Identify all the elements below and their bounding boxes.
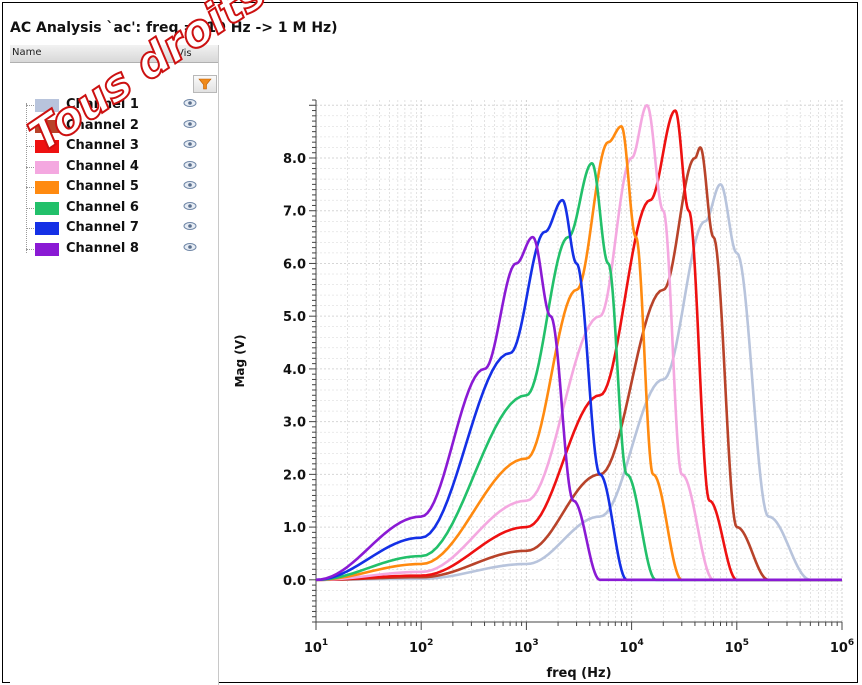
tree-branch xyxy=(26,125,34,127)
filter-button[interactable] xyxy=(193,75,217,93)
column-header-name[interactable]: Name xyxy=(12,47,42,58)
eye-icon[interactable] xyxy=(183,180,197,193)
eye-icon[interactable] xyxy=(183,221,197,234)
x-tick-label: 105 xyxy=(725,638,749,656)
y-tick-label: 8.0 xyxy=(283,152,306,167)
column-header-row: Name Vis xyxy=(10,45,218,63)
tree-branch xyxy=(26,105,34,106)
y-axis-label: Mag (V) xyxy=(233,334,247,387)
eye-icon[interactable] xyxy=(183,98,197,111)
tree-connector xyxy=(26,103,27,253)
x-tick-label: 102 xyxy=(409,638,433,656)
channel-row[interactable]: Channel 7 xyxy=(26,218,216,238)
series-line xyxy=(315,161,842,582)
tree-branch xyxy=(26,146,34,147)
y-tick-label: 5.0 xyxy=(283,310,306,325)
channel-color-swatch xyxy=(35,160,59,174)
axis-ticks: 0.0 1.0 2.0 3.0 4.0 5.0 6.0 7.0 8.0 101 102 103 104 1… xyxy=(283,99,854,656)
tree-branch xyxy=(26,166,34,168)
channel-color-swatch xyxy=(35,181,59,194)
channel-row[interactable]: Channel 8 xyxy=(26,239,216,259)
channel-color-swatch xyxy=(35,140,59,153)
x-tick-label: 106 xyxy=(830,638,854,656)
eye-icon[interactable] xyxy=(183,119,197,132)
channel-label: Channel 8 xyxy=(66,240,139,256)
signal-list-panel: Name Vis Channel 1 Channel 2 Channel 3 Chan… xyxy=(10,45,219,685)
analysis-title: AC Analysis `ac': freq = (10 Hz -> 1 M H… xyxy=(10,20,338,36)
eye-icon[interactable] xyxy=(183,139,197,152)
series-line xyxy=(315,198,842,582)
x-tick-label: 101 xyxy=(304,638,328,656)
x-axis-label: freq (Hz) xyxy=(546,666,611,681)
tree-branch xyxy=(26,228,34,229)
channel-row[interactable]: Channel 5 xyxy=(26,177,216,197)
column-header-vis[interactable]: Vis xyxy=(173,45,192,62)
y-tick-label: 4.0 xyxy=(283,363,306,378)
channel-row[interactable]: Channel 1 xyxy=(26,95,216,115)
channel-label: Channel 5 xyxy=(66,179,139,194)
y-tick-label: 3.0 xyxy=(283,416,306,431)
channel-label: Channel 4 xyxy=(66,158,139,174)
channel-row[interactable]: Channel 6 xyxy=(26,198,216,218)
eye-icon[interactable] xyxy=(183,160,197,173)
channel-color-swatch xyxy=(35,99,59,112)
eye-icon[interactable] xyxy=(183,201,197,214)
series-line xyxy=(315,146,842,582)
channel-color-swatch xyxy=(35,222,59,235)
channel-row[interactable]: Channel 2 xyxy=(26,116,216,136)
channel-label: Channel 6 xyxy=(66,199,139,215)
channel-row[interactable]: Channel 3 xyxy=(26,136,216,156)
channel-label: Channel 1 xyxy=(66,97,139,112)
x-tick-label: 103 xyxy=(514,638,538,656)
y-tick-label: 1.0 xyxy=(283,521,306,536)
funnel-icon xyxy=(198,78,212,90)
channel-color-swatch xyxy=(35,119,59,133)
tree-branch xyxy=(26,187,34,188)
channel-label: Channel 3 xyxy=(66,138,139,153)
plot-grid xyxy=(315,100,843,623)
y-tick-label: 2.0 xyxy=(283,468,306,483)
x-tick-label: 104 xyxy=(619,638,643,656)
series-line xyxy=(315,183,842,582)
series-line xyxy=(315,103,842,582)
series-layer xyxy=(315,103,842,582)
series-line xyxy=(315,235,842,582)
channel-color-swatch xyxy=(35,242,59,256)
series-line xyxy=(315,125,842,582)
channel-color-swatch xyxy=(35,201,59,215)
tree-branch xyxy=(26,248,34,250)
channel-label: Channel 7 xyxy=(66,220,139,235)
channel-row[interactable]: Channel 4 xyxy=(26,157,216,177)
eye-icon[interactable] xyxy=(183,242,197,255)
y-tick-label: 6.0 xyxy=(283,257,306,272)
y-tick-label: 0.0 xyxy=(283,574,306,589)
channel-label: Channel 2 xyxy=(66,117,139,133)
y-tick-label: 7.0 xyxy=(283,205,306,220)
series-line xyxy=(315,109,842,582)
tree-branch xyxy=(26,207,34,209)
